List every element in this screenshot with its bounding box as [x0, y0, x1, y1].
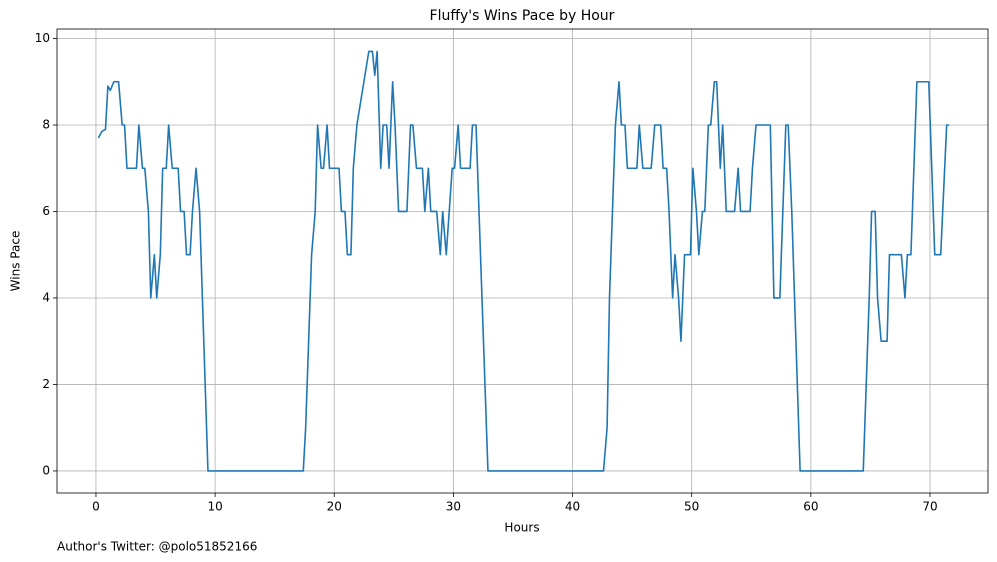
x-tick-label: 10 — [207, 500, 222, 514]
annotation: Author's Twitter: @polo51852166 — [57, 540, 257, 554]
x-tick-label: 0 — [92, 500, 100, 514]
y-tick-label: 10 — [35, 31, 50, 45]
y-tick-label: 8 — [42, 118, 50, 132]
x-tick-label: 50 — [684, 500, 699, 514]
data-line — [97, 50, 950, 472]
chart-title: Fluffy's Wins Pace by Hour — [430, 8, 615, 24]
y-tick-label: 4 — [42, 290, 50, 304]
x-tick-label: 30 — [446, 500, 461, 514]
x-tick-label: 70 — [922, 500, 937, 514]
x-tick-label: 20 — [327, 500, 342, 514]
y-tick-label: 6 — [42, 204, 50, 218]
x-tick-label: 60 — [803, 500, 818, 514]
y-tick-label: 0 — [42, 463, 50, 477]
x-axis-label: Hours — [504, 521, 539, 535]
y-tick-label: 2 — [42, 377, 50, 391]
plot-frame — [56, 28, 989, 494]
y-axis-label: Wins Pace — [9, 231, 23, 292]
x-tick-label: 40 — [565, 500, 580, 514]
